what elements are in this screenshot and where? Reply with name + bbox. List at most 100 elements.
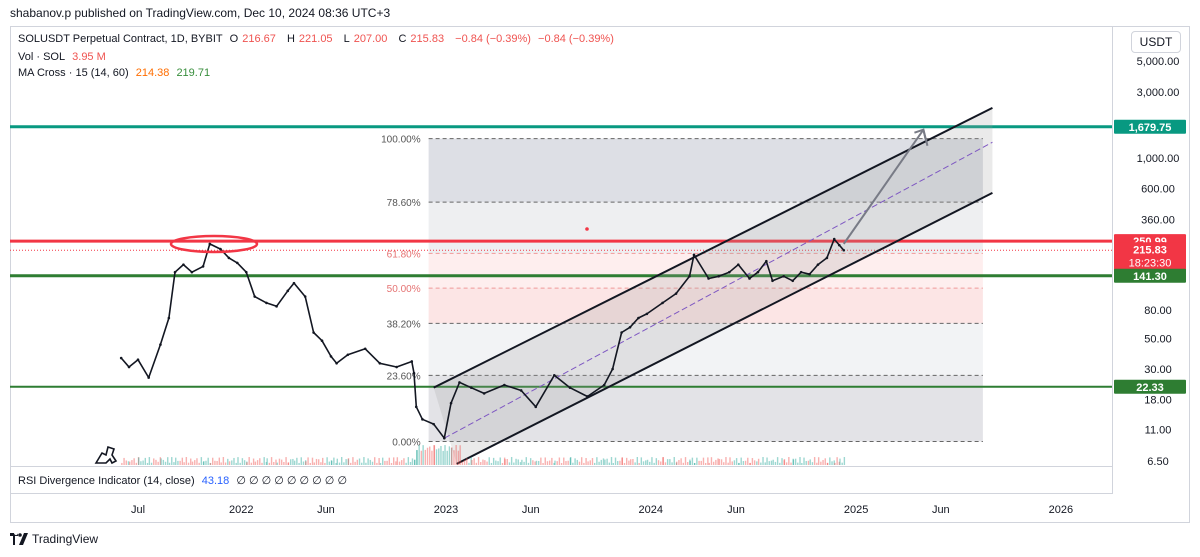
volume-bar (655, 458, 658, 465)
channel-median-line[interactable] (444, 141, 993, 439)
fib-zone (428, 138, 983, 203)
volume-bar (834, 462, 836, 465)
fib-zone (428, 288, 983, 324)
x-axis[interactable]: Jul 2022 Jun 2023 Jun 2024 Jun 2025 Jun 2026 (131, 504, 1073, 516)
x-axis-tick-label: Jun (932, 504, 950, 516)
price-point (329, 355, 333, 358)
horizontal-levels[interactable] (10, 125, 1112, 388)
volume-bar (194, 460, 196, 465)
volume-bar (797, 462, 799, 465)
volume-bar (576, 459, 578, 465)
volume-bar (537, 460, 540, 465)
volume-bar (285, 457, 287, 465)
symbol-name[interactable]: SOLUSDT Perpetual Contract, 1D, BYBIT (18, 33, 223, 45)
footer-brand[interactable]: TradingView (10, 532, 98, 546)
close-label: C (398, 33, 407, 45)
price-point (717, 275, 720, 278)
volume-bar (333, 457, 335, 465)
volume-bar (517, 459, 519, 465)
volume-bar (662, 457, 664, 465)
volume-label: Vol · SOL (18, 51, 66, 63)
y-axis-tick-label: 80.00 (1144, 305, 1172, 317)
volume-bar (646, 459, 649, 465)
volume-bar (451, 447, 453, 465)
rsi-legend[interactable]: RSI Divergence Indicator (14, close) 43.… (18, 474, 347, 487)
price-point (443, 436, 446, 440)
y-axis-tick-label: 30.00 (1144, 364, 1172, 376)
volume-bar (435, 449, 438, 465)
volume-bar (137, 457, 140, 465)
volume-bar (241, 458, 244, 465)
fib-retracement[interactable]: 100.00% 78.60% 61.80% 50.00% 38.20% 23.60% 0.0… (381, 135, 983, 449)
volume-bar (513, 462, 515, 465)
volume-bar (723, 462, 725, 465)
volume-bar (753, 460, 756, 465)
projection-arrow[interactable] (842, 129, 925, 245)
price-point (265, 301, 268, 305)
price-badge-bg (1114, 268, 1186, 283)
volume-bar (540, 457, 542, 465)
volume-bar (733, 460, 736, 465)
price-point (707, 277, 710, 280)
volume-bar (542, 462, 544, 465)
volume-bar (263, 457, 265, 465)
volume-legend[interactable]: Vol · SOL 3.95 M (18, 51, 110, 63)
volume-bar (396, 457, 399, 465)
volume-bar (805, 461, 807, 465)
volume-bar (593, 462, 596, 465)
replay-dino-icon[interactable] (94, 445, 118, 465)
volume-bar (173, 462, 175, 465)
volume-bar (475, 462, 478, 465)
volume-bar (492, 457, 495, 465)
volume-bar (546, 461, 549, 465)
price-badge[interactable]: 22.33 (1114, 379, 1186, 394)
price-point (147, 376, 150, 379)
annotations[interactable] (94, 128, 929, 465)
volume-bar (374, 457, 376, 465)
volume-bar (335, 462, 337, 465)
marker-dot (585, 227, 589, 231)
volume-bar (438, 448, 440, 465)
volume-bar (442, 450, 444, 465)
tradingview-logo-icon (10, 533, 28, 545)
volume-bar (216, 460, 218, 465)
fib-level-label: 78.60% (387, 198, 421, 209)
volume-bar (675, 462, 678, 465)
volume-bar (544, 457, 546, 465)
volume-bar (309, 462, 311, 465)
price-badge[interactable]: 1,679.75 (1114, 119, 1186, 134)
volume-bar (760, 462, 762, 465)
volume-bar (843, 457, 846, 465)
volume-bar (444, 445, 446, 465)
volume-bar (298, 462, 300, 465)
channel-upper-line[interactable] (433, 106, 993, 389)
currency-button[interactable]: USDT (1131, 31, 1181, 53)
channel-fill (433, 107, 993, 464)
price-point (421, 418, 424, 421)
volume-bar (602, 458, 605, 465)
ath-highlight-ellipse[interactable] (169, 234, 259, 254)
volume-bar (707, 457, 709, 465)
price-point (765, 259, 768, 263)
volume-bar (704, 462, 707, 465)
volume-bar (774, 461, 777, 465)
channel-lower-line[interactable] (456, 191, 993, 465)
volume-bar (202, 461, 205, 465)
ma-cross-legend[interactable]: MA Cross · 15 (14, 60) 214.38 219.71 (18, 67, 214, 79)
price-point (320, 339, 324, 343)
volume-bar (248, 457, 250, 465)
volume-bar (405, 462, 407, 465)
y-axis[interactable]: 5,000.00 3,000.00 1,000.00 600.00 360.00 80.0… (1114, 56, 1186, 468)
volume-bar (587, 461, 589, 465)
price-channel[interactable] (433, 106, 993, 465)
price-badge[interactable]: 141.30 (1114, 268, 1186, 283)
price-point (645, 312, 649, 316)
ohlc-open: O 216.67 (230, 33, 280, 45)
volume-bar (751, 458, 754, 465)
price-point (568, 386, 572, 389)
price-point (312, 331, 315, 334)
volume-bar (209, 462, 212, 465)
